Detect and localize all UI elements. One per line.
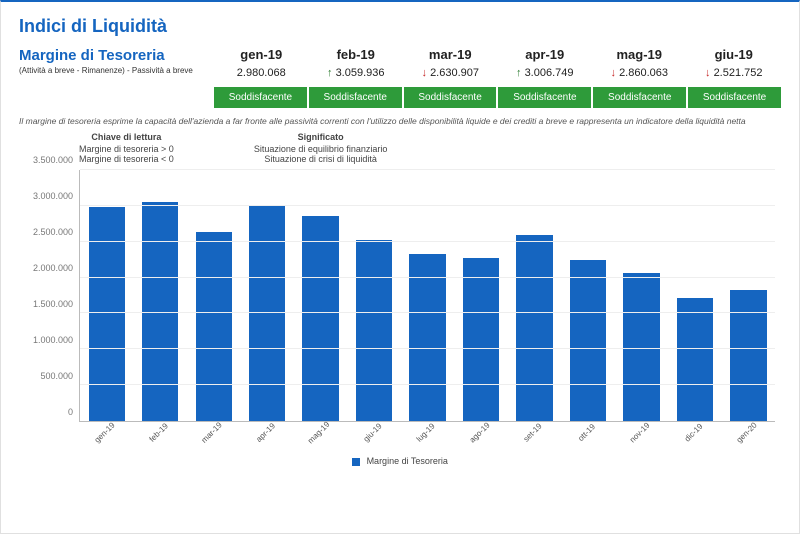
reading-key-right-line: Situazione di crisi di liquidità bbox=[254, 154, 388, 164]
month-value: ↓ 2.521.752 bbox=[687, 68, 782, 79]
metric-name: Margine di Tesoreria bbox=[19, 47, 206, 64]
month-col: giu-19 ↓ 2.521.752 bbox=[687, 47, 782, 79]
month-label: feb-19 bbox=[309, 47, 404, 62]
y-tick-label: 2.500.000 bbox=[33, 227, 73, 237]
chart-y-axis: 0 500.000 1.000.000 1.500.000 2.000.000 2.500… bbox=[19, 170, 79, 422]
status-badge-row: SoddisfacenteSoddisfacenteSoddisfacenteS… bbox=[19, 87, 781, 108]
bar bbox=[196, 232, 232, 421]
reading-key-right-line: Situazione di equilibrio finanziario bbox=[254, 144, 388, 154]
grid-line bbox=[80, 384, 775, 385]
grid-line bbox=[80, 348, 775, 349]
reading-key-left: Chiave di lettura Margine di tesoreria >… bbox=[79, 132, 174, 164]
status-badge: Soddisfacente bbox=[309, 87, 402, 108]
month-col: mar-19 ↓ 2.630.907 bbox=[403, 47, 498, 79]
y-tick-label: 1.000.000 bbox=[33, 335, 73, 345]
trend-down-icon: ↓ bbox=[422, 67, 431, 79]
grid-line bbox=[80, 312, 775, 313]
month-col: feb-19 ↑ 3.059.936 bbox=[309, 47, 404, 79]
bar bbox=[677, 298, 713, 421]
status-badge: Soddisfacente bbox=[498, 87, 591, 108]
page-title: Indici di Liquidità bbox=[19, 16, 781, 37]
month-label: apr-19 bbox=[498, 47, 593, 62]
status-badge: Soddisfacente bbox=[593, 87, 686, 108]
chart-plot-area bbox=[79, 170, 775, 422]
bar bbox=[730, 290, 766, 421]
bar-chart: 0 500.000 1.000.000 1.500.000 2.000.000 2.500… bbox=[19, 170, 781, 460]
bar bbox=[570, 260, 606, 421]
bar bbox=[142, 202, 178, 421]
grid-line bbox=[80, 277, 775, 278]
y-tick-label: 1.500.000 bbox=[33, 299, 73, 309]
description-note: Il margine di tesoreria esprime la capac… bbox=[19, 116, 781, 126]
bar bbox=[516, 235, 552, 421]
reading-key: Chiave di lettura Margine di tesoreria >… bbox=[79, 132, 781, 164]
trend-down-icon: ↓ bbox=[611, 67, 620, 79]
months-header: gen-19 2.980.068feb-19 ↑ 3.059.936 mar-19 ↓ … bbox=[214, 47, 781, 79]
status-badge: Soddisfacente bbox=[214, 87, 307, 108]
liquidity-card: Indici di Liquidità Margine di Tesoreria… bbox=[0, 0, 800, 534]
month-value: ↓ 2.860.063 bbox=[592, 68, 687, 79]
reading-key-right: Significato Situazione di equilibrio fin… bbox=[254, 132, 388, 164]
y-tick-label: 2.000.000 bbox=[33, 263, 73, 273]
metric-subtitle: (Attività a breve - Rimanenze) - Passivi… bbox=[19, 66, 206, 75]
status-badge: Soddisfacente bbox=[688, 87, 781, 108]
month-label: mar-19 bbox=[403, 47, 498, 62]
bar bbox=[409, 254, 445, 421]
y-tick-label: 3.000.000 bbox=[33, 191, 73, 201]
metric-header-row: Margine di Tesoreria (Attività a breve -… bbox=[19, 47, 781, 79]
month-col: mag-19 ↓ 2.860.063 bbox=[592, 47, 687, 79]
status-badges: SoddisfacenteSoddisfacenteSoddisfacenteS… bbox=[214, 87, 781, 108]
month-label: giu-19 bbox=[687, 47, 782, 62]
grid-line bbox=[80, 169, 775, 170]
y-tick-label: 500.000 bbox=[40, 371, 73, 381]
bar bbox=[356, 240, 392, 421]
month-value: ↑ 3.059.936 bbox=[309, 68, 404, 79]
grid-line bbox=[80, 241, 775, 242]
reading-key-left-line: Margine di tesoreria < 0 bbox=[79, 154, 174, 164]
reading-key-left-title: Chiave di lettura bbox=[79, 132, 174, 142]
month-col: apr-19 ↑ 3.006.749 bbox=[498, 47, 593, 79]
chart-x-axis: gen-19feb-19mar-19apr-19mag-19giu-19lug-… bbox=[79, 422, 775, 460]
status-badge: Soddisfacente bbox=[404, 87, 497, 108]
grid-line bbox=[80, 205, 775, 206]
trend-up-icon: ↑ bbox=[516, 67, 525, 79]
month-value: ↑ 3.006.749 bbox=[498, 68, 593, 79]
bar bbox=[89, 207, 125, 421]
trend-down-icon: ↓ bbox=[705, 67, 714, 79]
month-col: gen-19 2.980.068 bbox=[214, 47, 309, 79]
y-tick-label: 3.500.000 bbox=[33, 155, 73, 165]
reading-key-right-title: Significato bbox=[254, 132, 388, 142]
month-value: ↓ 2.630.907 bbox=[403, 68, 498, 79]
month-value: 2.980.068 bbox=[214, 68, 309, 79]
reading-key-left-line: Margine di tesoreria > 0 bbox=[79, 144, 174, 154]
metric-block: Margine di Tesoreria (Attività a breve -… bbox=[19, 47, 214, 75]
month-label: mag-19 bbox=[592, 47, 687, 62]
y-tick-label: 0 bbox=[68, 407, 73, 417]
trend-up-icon: ↑ bbox=[327, 67, 336, 79]
bar bbox=[463, 258, 499, 421]
bar bbox=[623, 273, 659, 421]
month-label: gen-19 bbox=[214, 47, 309, 62]
bar bbox=[302, 216, 338, 421]
